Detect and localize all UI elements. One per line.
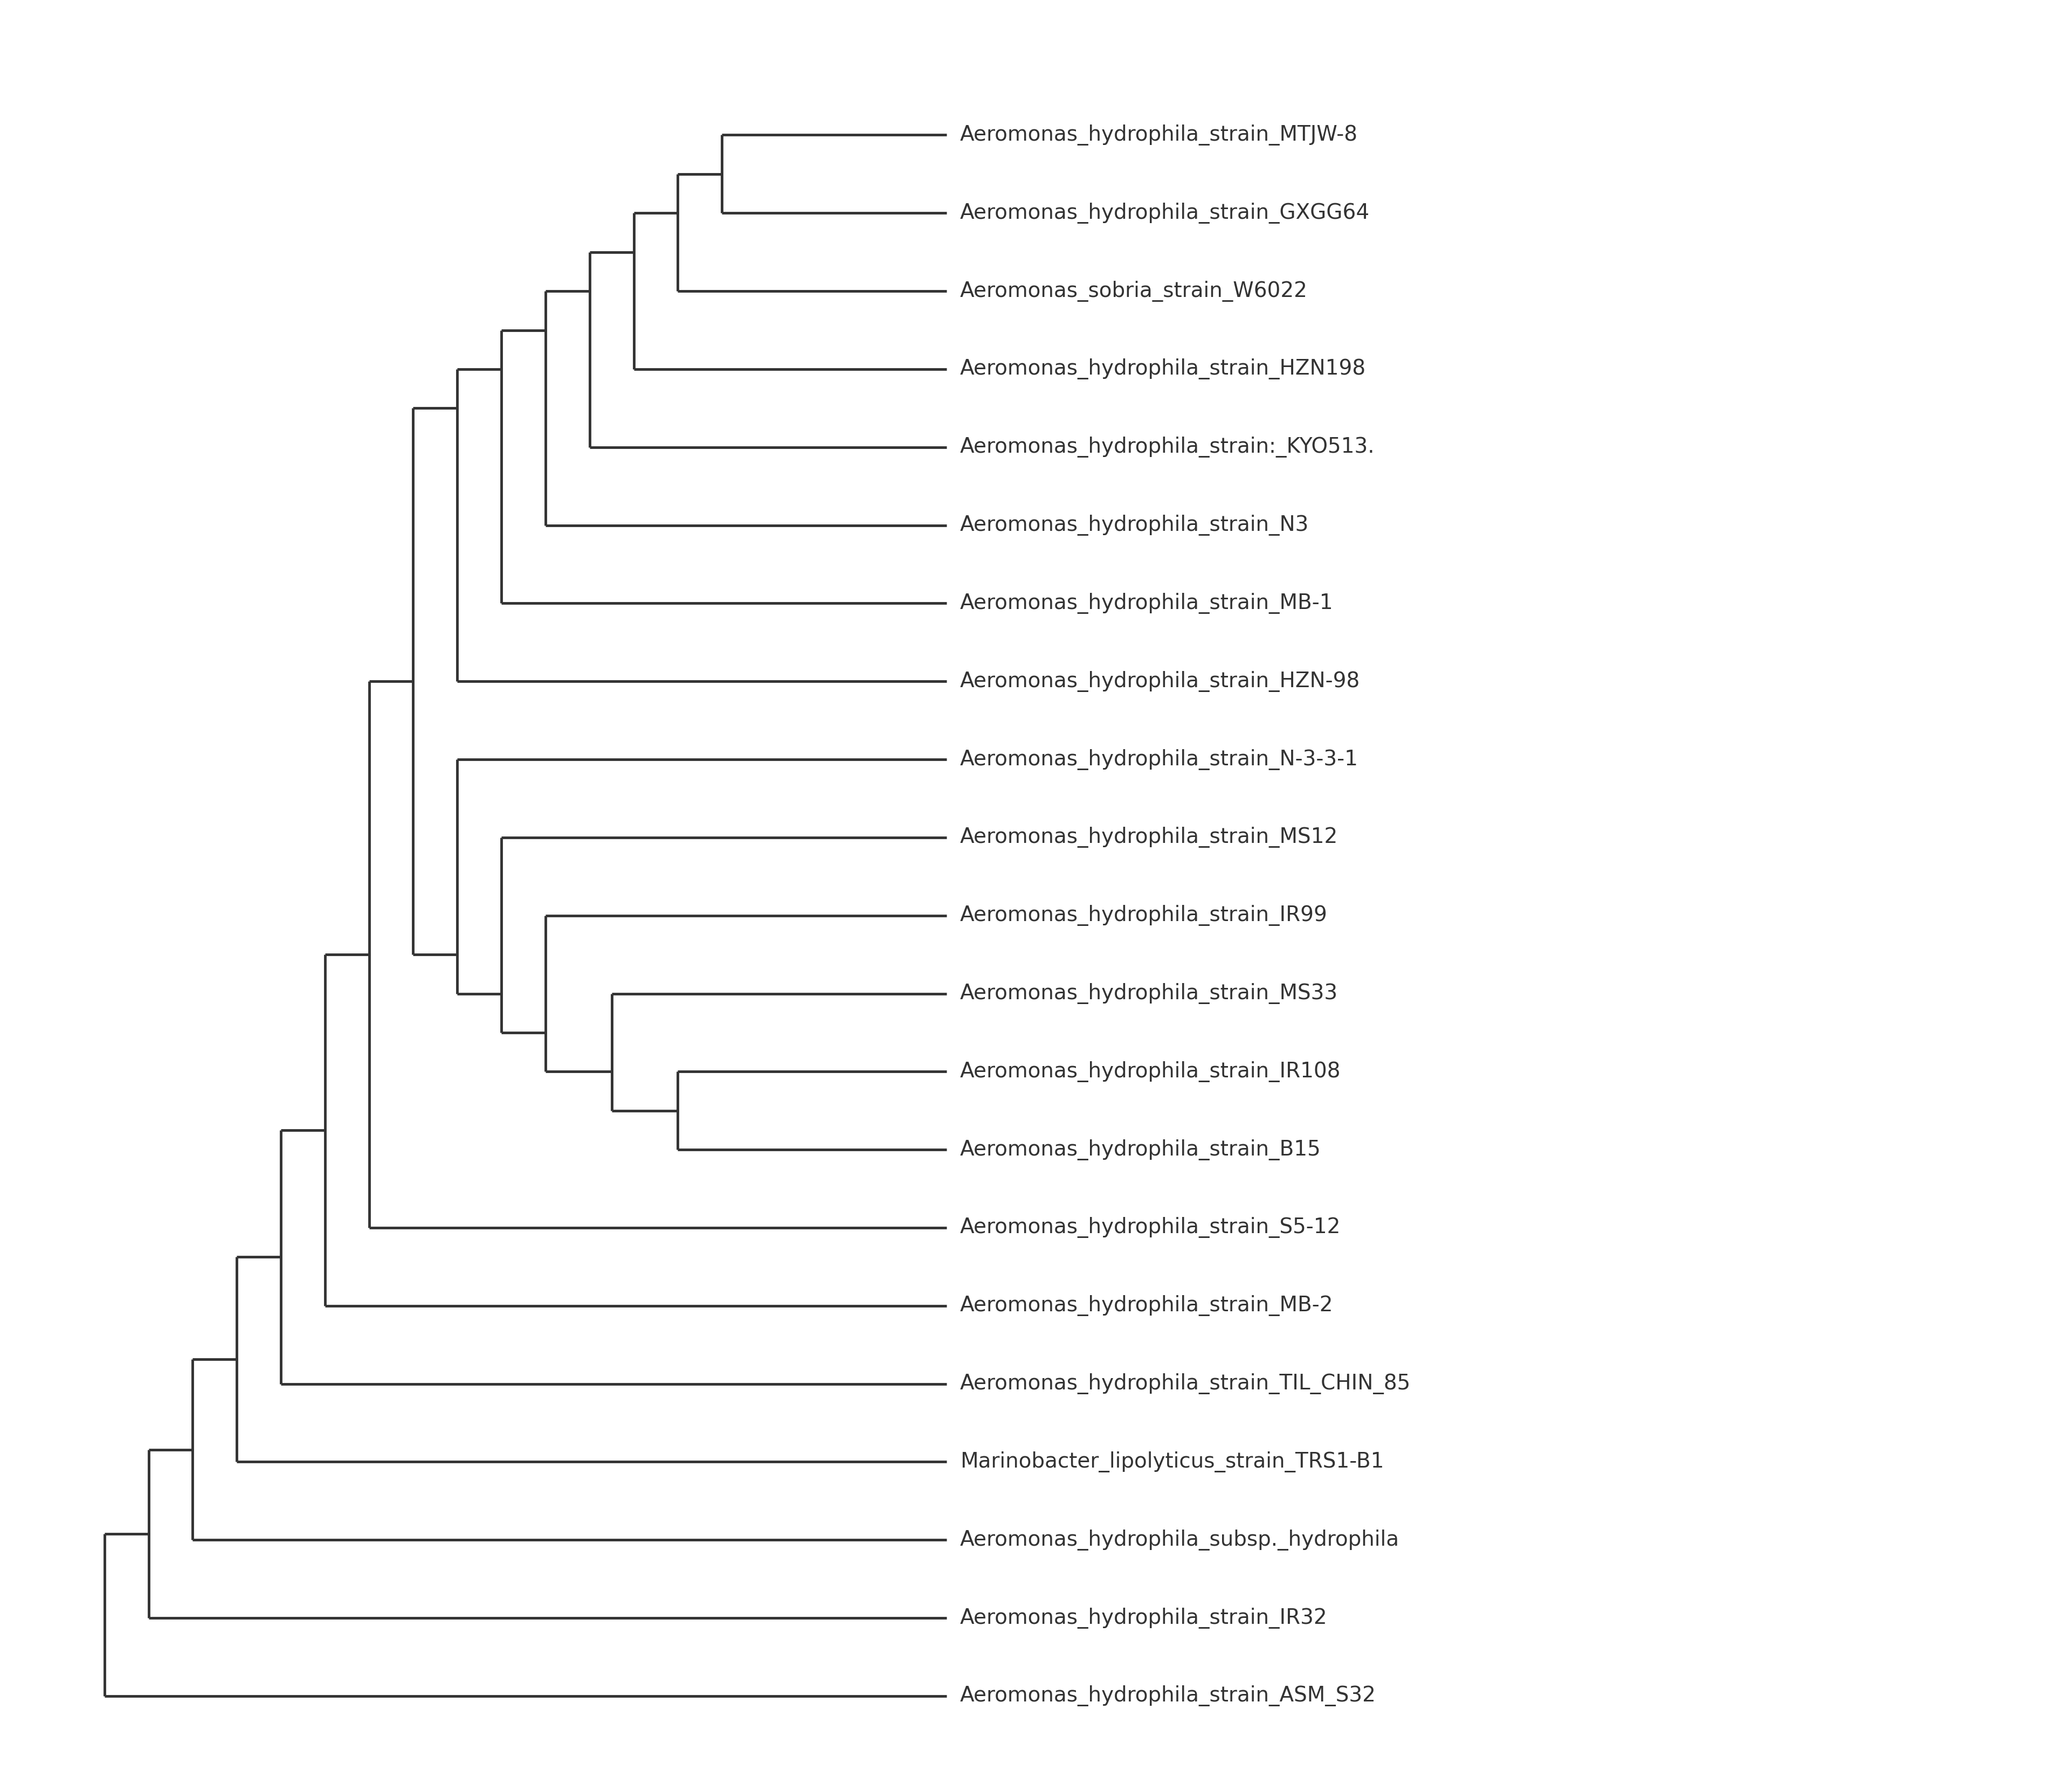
- Text: Aeromonas_hydrophila_subsp._hydrophila: Aeromonas_hydrophila_subsp._hydrophila: [960, 1529, 1399, 1550]
- Text: Aeromonas_hydrophila_strain_ASM_S32: Aeromonas_hydrophila_strain_ASM_S32: [960, 1686, 1377, 1706]
- Text: Aeromonas_hydrophila_strain_N-3-3-1: Aeromonas_hydrophila_strain_N-3-3-1: [960, 749, 1358, 771]
- Text: Aeromonas_hydrophila_strain_IR32: Aeromonas_hydrophila_strain_IR32: [960, 1607, 1327, 1629]
- Text: Aeromonas_hydrophila_strain_N3: Aeromonas_hydrophila_strain_N3: [960, 514, 1308, 536]
- Text: Aeromonas_hydrophila_strain_MB-1: Aeromonas_hydrophila_strain_MB-1: [960, 593, 1333, 615]
- Text: Aeromonas_hydrophila_strain_B15: Aeromonas_hydrophila_strain_B15: [960, 1140, 1321, 1159]
- Text: Aeromonas_hydrophila_strain_MTJW-8: Aeromonas_hydrophila_strain_MTJW-8: [960, 124, 1358, 145]
- Text: Aeromonas_sobria_strain_W6022: Aeromonas_sobria_strain_W6022: [960, 281, 1308, 301]
- Text: Aeromonas_hydrophila_strain_MS12: Aeromonas_hydrophila_strain_MS12: [960, 826, 1337, 848]
- Text: Aeromonas_hydrophila_strain_S5-12: Aeromonas_hydrophila_strain_S5-12: [960, 1217, 1341, 1238]
- Text: Aeromonas_hydrophila_strain_MS33: Aeromonas_hydrophila_strain_MS33: [960, 984, 1337, 1004]
- Text: Aeromonas_hydrophila_strain_HZN198: Aeromonas_hydrophila_strain_HZN198: [960, 358, 1366, 380]
- Text: Aeromonas_hydrophila_strain_TIL_CHIN_85: Aeromonas_hydrophila_strain_TIL_CHIN_85: [960, 1373, 1412, 1394]
- Text: Aeromonas_hydrophila_strain:_KYO513.: Aeromonas_hydrophila_strain:_KYO513.: [960, 437, 1374, 457]
- Text: Aeromonas_hydrophila_strain_HZN-98: Aeromonas_hydrophila_strain_HZN-98: [960, 670, 1360, 692]
- Text: Marinobacter_lipolyticus_strain_TRS1-B1: Marinobacter_lipolyticus_strain_TRS1-B1: [960, 1452, 1385, 1473]
- Text: Aeromonas_hydrophila_strain_MB-2: Aeromonas_hydrophila_strain_MB-2: [960, 1296, 1333, 1317]
- Text: Aeromonas_hydrophila_strain_IR108: Aeromonas_hydrophila_strain_IR108: [960, 1061, 1341, 1082]
- Text: Aeromonas_hydrophila_strain_IR99: Aeromonas_hydrophila_strain_IR99: [960, 905, 1327, 926]
- Text: Aeromonas_hydrophila_strain_GXGG64: Aeromonas_hydrophila_strain_GXGG64: [960, 202, 1370, 224]
